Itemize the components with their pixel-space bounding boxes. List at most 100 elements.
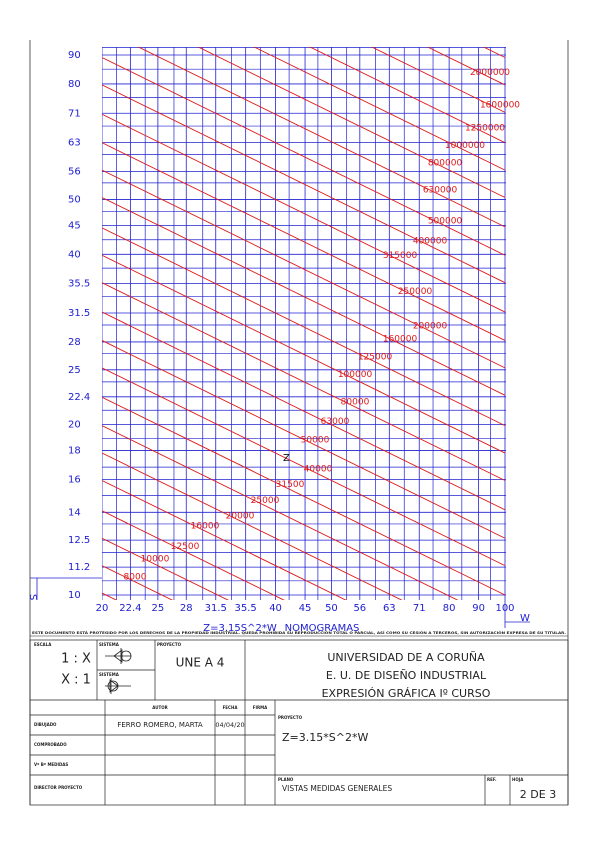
- z-line-label: 20000: [226, 511, 255, 521]
- s-tick-label: 18: [68, 446, 81, 457]
- z-line: [102, 142, 506, 341]
- z-line-label: 160000: [383, 334, 418, 344]
- z-line: [102, 57, 506, 256]
- z-line: [102, 84, 506, 284]
- z-line: [102, 311, 506, 511]
- row-label: COMPROBADO: [34, 742, 67, 747]
- z-line: [102, 282, 506, 481]
- w-tick-label: 35.5: [235, 603, 257, 614]
- label: PROYECTO: [157, 642, 182, 647]
- s-tick-label: 63: [68, 138, 81, 149]
- row-label: DIRECTOR PROYECTO: [34, 785, 83, 790]
- z-line-label: 200000: [413, 322, 448, 332]
- s-tick-label: 80: [68, 79, 81, 90]
- z-line-label: 250000: [398, 287, 433, 297]
- z-line: [102, 197, 506, 396]
- s-tick-label: 35.5: [68, 279, 90, 290]
- w-tick-label: 25: [152, 603, 165, 614]
- s-tick-label: 11.2: [68, 562, 90, 573]
- w-tick-label: 45: [299, 603, 312, 614]
- z-line-label: 2000000: [470, 68, 510, 78]
- z-line-label: 500000: [428, 216, 463, 226]
- s-tick-label: 56: [68, 167, 81, 178]
- nomogram-labels: 20 22.4 25 28 31.5 35.5 40 45 50 56 63 71 80 90 100908…: [68, 50, 520, 614]
- s-tick-label: 12.5: [68, 535, 90, 546]
- sheet: 2 DE 3: [520, 788, 556, 801]
- w-tick-label: 80: [443, 603, 456, 614]
- z-line-label: 1000000: [445, 141, 485, 151]
- z-line: [102, 480, 347, 600]
- z-line: [102, 425, 459, 600]
- formula: Z=3.15S^2*W: [203, 623, 277, 634]
- z-line: [102, 169, 506, 369]
- z-line: [102, 227, 506, 427]
- z-line-label: 1250000: [465, 123, 505, 133]
- z-line-label: 40000: [304, 464, 333, 474]
- course: EXPRESIÓN GRÁFICA Iº CURSO: [322, 687, 491, 700]
- norma: UNE A 4: [176, 656, 225, 670]
- w-tick-label: 20: [96, 603, 109, 614]
- row-label: DIBUJADO: [34, 722, 57, 727]
- z-line: [102, 537, 229, 600]
- label: SISTEMA: [99, 642, 120, 647]
- w-tick-label: 50: [325, 603, 338, 614]
- z-line: [137, 47, 506, 228]
- z-line-label: 400000: [413, 236, 448, 246]
- z-line-label: 8000: [124, 572, 147, 582]
- institution: UNIVERSIDAD DE A CORUÑA: [327, 651, 485, 664]
- z-axis-label: Z: [283, 453, 290, 464]
- w-tick-label: 63: [383, 603, 396, 614]
- z-line: [370, 47, 506, 113]
- s-tick-label: 25: [68, 365, 81, 376]
- label: PROYECTO: [278, 715, 303, 720]
- w-tick-label: 40: [269, 603, 282, 614]
- z-line: [426, 47, 506, 86]
- s-tick-label: 28: [68, 337, 81, 348]
- s-tick-label: 90: [68, 50, 81, 61]
- date: 04/04/20: [215, 721, 244, 729]
- z-line: [197, 47, 506, 198]
- z-line-label: 630000: [423, 185, 458, 195]
- s-tick-label: 22.4: [68, 392, 90, 403]
- label: HOJA: [512, 777, 524, 782]
- z-line: [102, 452, 403, 600]
- s-tick-label: 20: [68, 420, 81, 431]
- z-line-label: 12500: [171, 542, 200, 552]
- label: PLANO: [278, 777, 294, 782]
- z-line: [102, 340, 506, 539]
- w-axis-label: W: [520, 613, 530, 624]
- z-line-label: 800000: [428, 159, 463, 169]
- s-tick-label: 50: [68, 194, 81, 205]
- s-tick-label: 31.5: [68, 308, 90, 319]
- z-line-label: 125000: [358, 352, 393, 362]
- title-block-lines: [29, 639, 569, 806]
- w-tick-label: 22.4: [119, 603, 141, 614]
- w-tick-label: 71: [413, 603, 426, 614]
- s-tick-label: 40: [68, 249, 81, 260]
- author: FERRO ROMERO, MARTA: [117, 721, 202, 729]
- w-tick-label: 56: [353, 603, 366, 614]
- s-tick-label: 71: [68, 108, 81, 119]
- z-line-extra: [482, 47, 506, 58]
- nomogram-grid: [102, 47, 506, 600]
- z-lines: [102, 0, 506, 600]
- z-line-label: 10000: [141, 555, 170, 565]
- z-line: [102, 396, 506, 596]
- s-axis-label: S: [27, 594, 38, 600]
- plan: VISTAS MEDIDAS GENERALES: [282, 784, 392, 793]
- z-line-label: 63000: [321, 417, 350, 427]
- z-line: [102, 254, 506, 454]
- w-tick-label: 31.5: [205, 603, 227, 614]
- legal-notice: ESTE DOCUMENTO ESTÁ PROTEGIDO POR LOS DE…: [32, 630, 566, 635]
- s-tick-label: 16: [68, 474, 81, 485]
- z-line-label: 16000: [191, 522, 220, 532]
- z-line: [102, 565, 174, 600]
- z-line-label: 25000: [251, 496, 280, 506]
- s-tick-label: 14: [68, 507, 81, 518]
- s-tick-label: 10: [68, 590, 81, 601]
- z-line: [102, 367, 506, 567]
- z-line-extra: [102, 0, 505, 30]
- z-line: [253, 47, 506, 171]
- label: REF.: [487, 777, 497, 782]
